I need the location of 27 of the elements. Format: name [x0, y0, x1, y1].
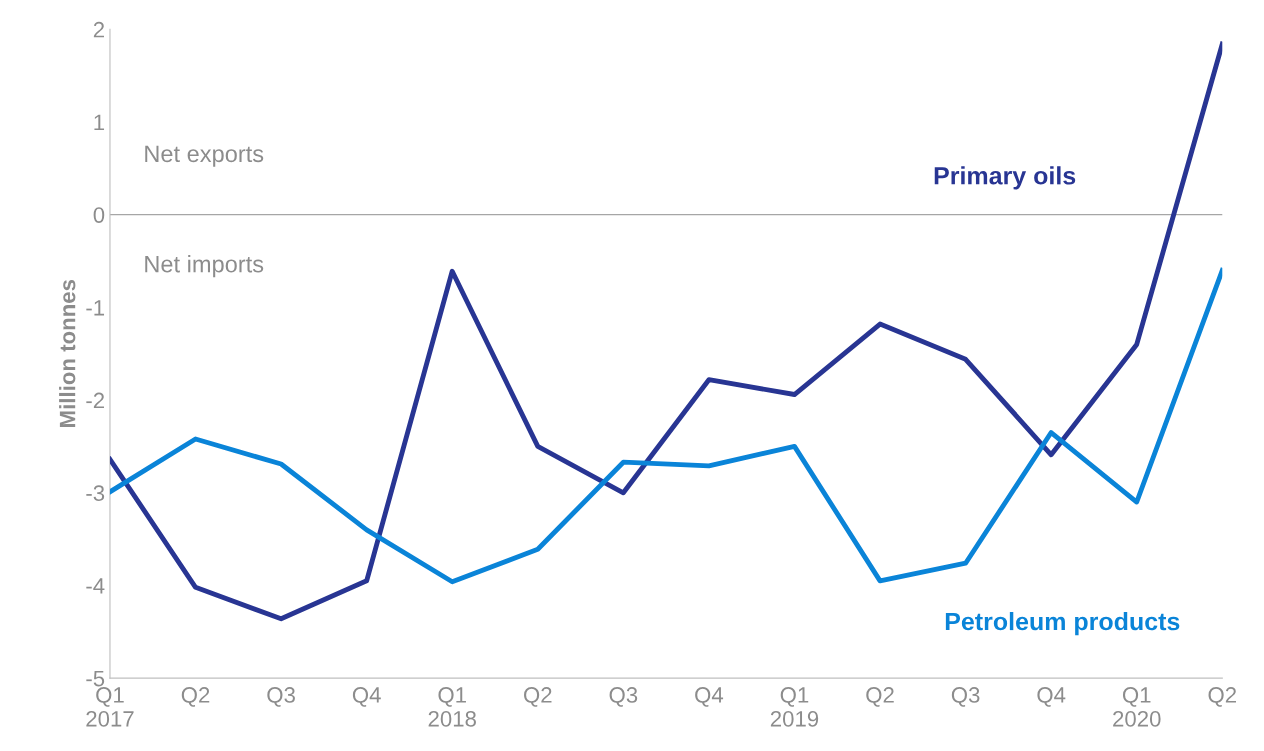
x-tick-label: Q1 2019: [770, 687, 819, 727]
y-tick-label: 1: [94, 114, 105, 131]
y-axis-title: Million tonnes: [59, 279, 76, 427]
annotation: Net exports: [145, 145, 264, 167]
y-tick-label: -2: [86, 392, 104, 409]
annotation: Net imports: [145, 255, 264, 278]
y-tick-label: -1: [86, 300, 105, 316]
x-tick-label: Q2: [866, 687, 894, 707]
x-tick-label: Q4: [1037, 687, 1066, 707]
x-tick-label: Q1 2020: [1113, 687, 1161, 727]
text: Primary oils: [934, 166, 1076, 190]
y-tick-label: -4: [86, 578, 105, 594]
x-tick-label: Q3: [267, 687, 295, 707]
y-tick-label: 2: [93, 21, 104, 38]
x-tick-label: Q1 2017: [86, 687, 134, 727]
x-tick-label: Q3: [951, 687, 980, 707]
y-tick-label: -3: [86, 485, 105, 502]
x-tick-label: Q3: [609, 687, 638, 707]
y-tick-label: -5: [86, 670, 105, 687]
x-tick-label: Q1 2018: [428, 687, 476, 727]
x-tick-label: Q4: [695, 687, 724, 707]
y-tick-label: 0: [93, 207, 105, 223]
x-tick-label: Q4: [352, 687, 381, 707]
x-tick-label: Q2: [524, 687, 552, 707]
series-label: Petroleum products: [945, 612, 1180, 636]
x-tick-label: Q2: [1208, 687, 1236, 707]
x-tick-label: Q2: [181, 687, 210, 707]
